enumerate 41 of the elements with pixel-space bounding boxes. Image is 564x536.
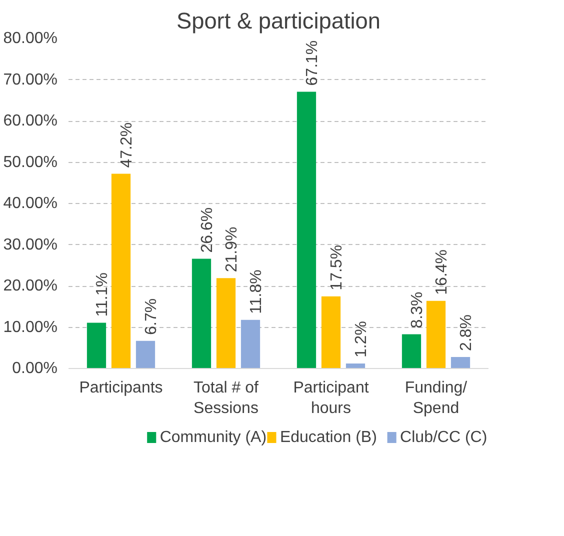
x-tick-label: Total # of Sessions [194,380,260,417]
y-tick-label: 60.00% [3,112,58,130]
data-label: 8.3% [409,292,426,328]
y-tick-label: 0.00% [12,360,58,377]
data-label: 2.8% [458,314,475,351]
bar [346,364,366,368]
data-label: 16.4% [434,249,450,295]
bar [216,278,236,368]
legend-label: Community (A) [160,429,267,446]
x-tick-label: Participant hours [293,380,370,417]
bar [450,356,470,368]
data-label: 1.2% [353,321,370,358]
y-tick-label: 30.00% [3,236,58,254]
bar [321,296,341,368]
data-label: 47.2% [118,122,136,168]
data-label: 11.8% [248,270,265,314]
y-tick-label: 40.00% [3,195,58,212]
bar [296,92,316,368]
chart-title: Sport & participation [176,8,381,34]
legend-label: Education (B) [280,429,377,446]
y-tick-label: 70.00% [3,71,58,88]
data-label: 17.5% [328,244,346,290]
y-tick-label: 80.00% [3,30,58,47]
bar [192,258,212,368]
bar [426,300,446,368]
data-label: 67.1% [304,40,321,86]
bar [402,334,422,368]
y-tick-label: 10.00% [3,318,58,336]
data-label: 6.7% [143,298,160,335]
y-tick-label: 50.00% [3,154,58,171]
data-label: 26.6% [199,207,216,253]
bar [111,174,131,368]
x-tick-label: Participants [79,380,163,396]
bar [86,322,106,368]
bar [136,340,156,368]
y-tick-label: 20.00% [3,278,58,294]
x-tick-label: Funding/ Spend [404,380,468,417]
legend-label: Club/CC (C) [400,429,488,446]
data-label: 11.1% [94,272,111,317]
data-label: 21.9% [224,226,240,272]
bar [240,320,260,368]
